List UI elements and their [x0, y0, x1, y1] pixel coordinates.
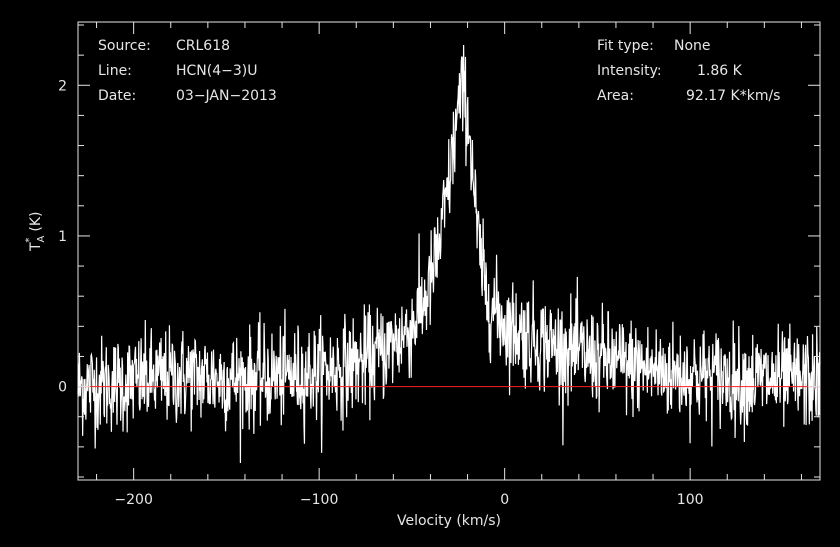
spectrum-line: [77, 45, 821, 463]
svg-text:TA*(K): TA* (K): [24, 211, 47, 252]
source-label: Source:: [98, 38, 151, 54]
y-tick-label: 1: [58, 229, 67, 245]
intensity-value: 1.86 K: [697, 63, 743, 79]
x-tick-label: 0: [500, 492, 509, 508]
area-value: 92.17 K*km/s: [686, 88, 780, 104]
spectrum-series: [77, 45, 821, 463]
fit-type-label: Fit type:: [597, 38, 654, 54]
y-label-sub: A: [36, 235, 47, 242]
date-value: 03−JAN−2013: [176, 88, 277, 104]
plot-frame: [77, 21, 821, 481]
line-label: Line:: [98, 63, 132, 79]
x-tick-label: −100: [300, 492, 338, 508]
y-axis-label: TA* (K): [24, 211, 47, 252]
area-label: Area:: [597, 88, 634, 104]
fit-type-value: None: [674, 38, 711, 54]
y-tick-label: 0: [58, 380, 67, 396]
y-label-main: T: [28, 242, 44, 252]
y-tick-label: 2: [58, 78, 67, 94]
y-label-sup: *: [24, 238, 35, 243]
source-value: CRL618: [176, 38, 230, 54]
x-axis-label: Velocity (km/s): [397, 513, 501, 529]
x-tick-label: 100: [677, 492, 704, 508]
y-label-unit: (K): [28, 211, 44, 231]
axis-ticks: −200 −100 0 100 0 1 2: [58, 22, 820, 508]
x-tick-label: −200: [114, 492, 152, 508]
line-value: HCN(4−3)U: [176, 63, 258, 79]
intensity-label: Intensity:: [597, 63, 662, 79]
date-label: Date:: [98, 88, 136, 104]
